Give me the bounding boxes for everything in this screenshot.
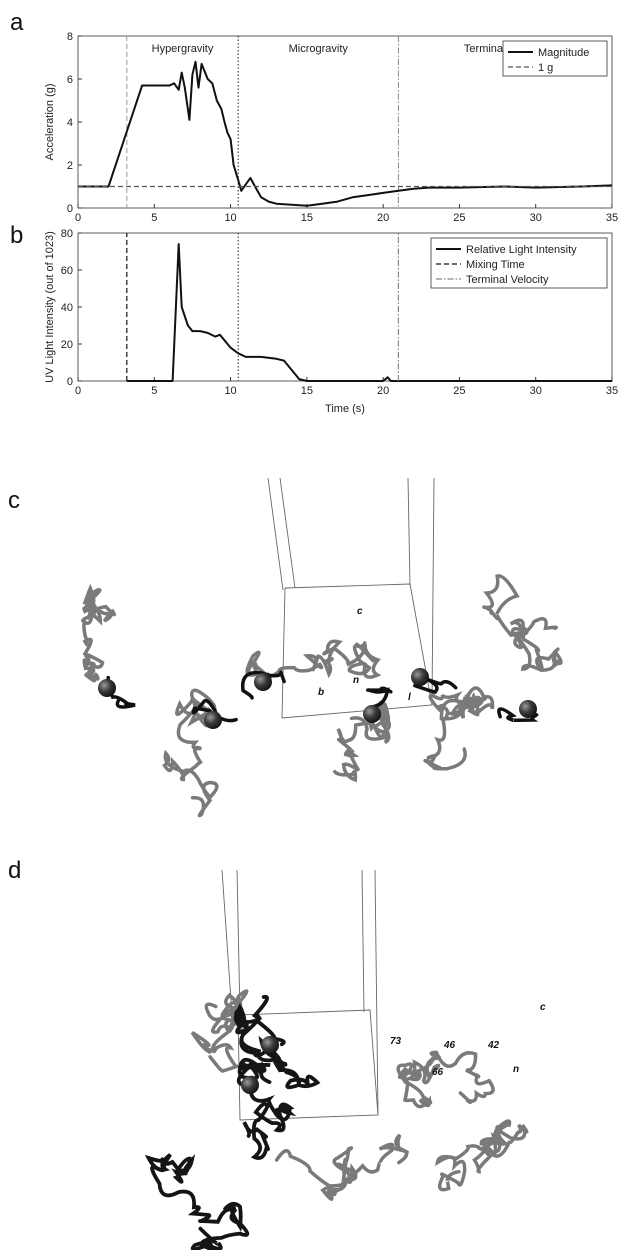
x-tick-label: 5	[151, 212, 157, 224]
region-label: Hypergravity	[152, 43, 214, 55]
protein-backbone	[366, 686, 393, 709]
x-axis-label: Time (s)	[325, 403, 365, 415]
unit-cell	[374, 869, 379, 1116]
residue-label: b	[318, 687, 324, 698]
unit-cell	[431, 477, 435, 701]
x-tick-label: 10	[224, 212, 236, 224]
metal-ion	[98, 679, 116, 697]
protein-backbone	[144, 1153, 250, 1252]
legend-label: Magnitude	[538, 47, 589, 59]
legend-box	[430, 237, 608, 289]
protein-backbone	[333, 700, 391, 783]
x-tick-label: 25	[453, 212, 465, 224]
unit-cell	[361, 869, 365, 1013]
residue-label: 46	[443, 1040, 456, 1051]
metal-ion	[254, 673, 272, 691]
data-line	[78, 60, 613, 207]
residue-label: l	[408, 692, 411, 703]
panel-label: a	[10, 9, 24, 36]
protein-backbone	[482, 574, 563, 672]
y-tick-label: 80	[61, 228, 73, 240]
y-tick-label: 4	[67, 117, 73, 129]
y-tick-label: 60	[61, 265, 73, 277]
metal-ion	[261, 1036, 279, 1054]
y-axis-label: Acceleration (g)	[44, 83, 56, 160]
unit-cell	[279, 477, 296, 589]
protein-backbone	[81, 583, 116, 683]
x-tick-label: 20	[377, 385, 389, 397]
protein-backbone	[236, 1057, 297, 1160]
y-tick-label: 0	[67, 376, 73, 388]
structure-d: 73 46 42 c n 66	[144, 869, 546, 1252]
x-tick-label: 0	[75, 385, 81, 397]
panel-label: b	[10, 222, 23, 249]
unit-cell	[267, 477, 284, 591]
residue-label: c	[357, 606, 363, 617]
x-tick-label: 25	[453, 385, 465, 397]
metal-ion	[411, 668, 429, 686]
residue-label: 66	[432, 1067, 444, 1078]
legend-box	[502, 40, 608, 77]
residue-label: n	[513, 1064, 519, 1075]
legend-label: 1 g	[538, 62, 553, 74]
protein-backbone	[162, 688, 219, 818]
legend-label: Mixing Time	[466, 259, 525, 271]
protein-backbone	[497, 707, 539, 722]
residue-label: 42	[487, 1040, 500, 1051]
metal-ion	[363, 705, 381, 723]
y-tick-label: 6	[67, 74, 73, 86]
protein-backbone	[191, 698, 238, 723]
protein-backbone	[233, 994, 321, 1090]
unit-cell	[407, 477, 411, 586]
residue-label: 73	[390, 1036, 402, 1047]
x-tick-label: 30	[530, 212, 542, 224]
region-label: Microgravity	[289, 43, 349, 55]
y-tick-label: 8	[67, 31, 73, 43]
y-tick-label: 0	[67, 203, 73, 215]
protein-backbone	[435, 1119, 529, 1192]
panel-label: c	[8, 487, 20, 514]
metal-ion	[519, 700, 537, 718]
x-tick-label: 30	[530, 385, 542, 397]
x-tick-label: 15	[301, 212, 313, 224]
x-tick-label: 35	[606, 212, 618, 224]
x-tick-label: 20	[377, 212, 389, 224]
protein-backbone	[396, 1050, 495, 1109]
data-line	[126, 243, 612, 382]
unit-cell	[236, 869, 241, 1016]
x-tick-label: 10	[224, 385, 236, 397]
x-tick-label: 15	[301, 385, 313, 397]
protein-backbone	[240, 670, 286, 700]
y-tick-label: 40	[61, 302, 73, 314]
legend-label: Terminal Velocity	[466, 274, 549, 286]
structure-c: c n b l	[81, 477, 563, 818]
metal-ion	[204, 711, 222, 729]
panel-label: d	[8, 857, 21, 884]
residue-label: c	[540, 1002, 546, 1013]
x-tick-label: 35	[606, 385, 618, 397]
protein-backbone	[274, 1133, 409, 1201]
y-axis-label: UV Light Intensity (out of 1023)	[44, 231, 56, 383]
x-tick-label: 5	[151, 385, 157, 397]
protein-backbone	[423, 686, 495, 771]
protein-backbone	[245, 639, 382, 679]
residue-label: n	[353, 675, 359, 686]
y-tick-label: 2	[67, 160, 73, 172]
y-tick-label: 20	[61, 339, 73, 351]
x-tick-label: 0	[75, 212, 81, 224]
legend-label: Relative Light Intensity	[466, 244, 577, 256]
metal-ion	[241, 1076, 259, 1094]
unit-cell	[221, 869, 233, 1016]
